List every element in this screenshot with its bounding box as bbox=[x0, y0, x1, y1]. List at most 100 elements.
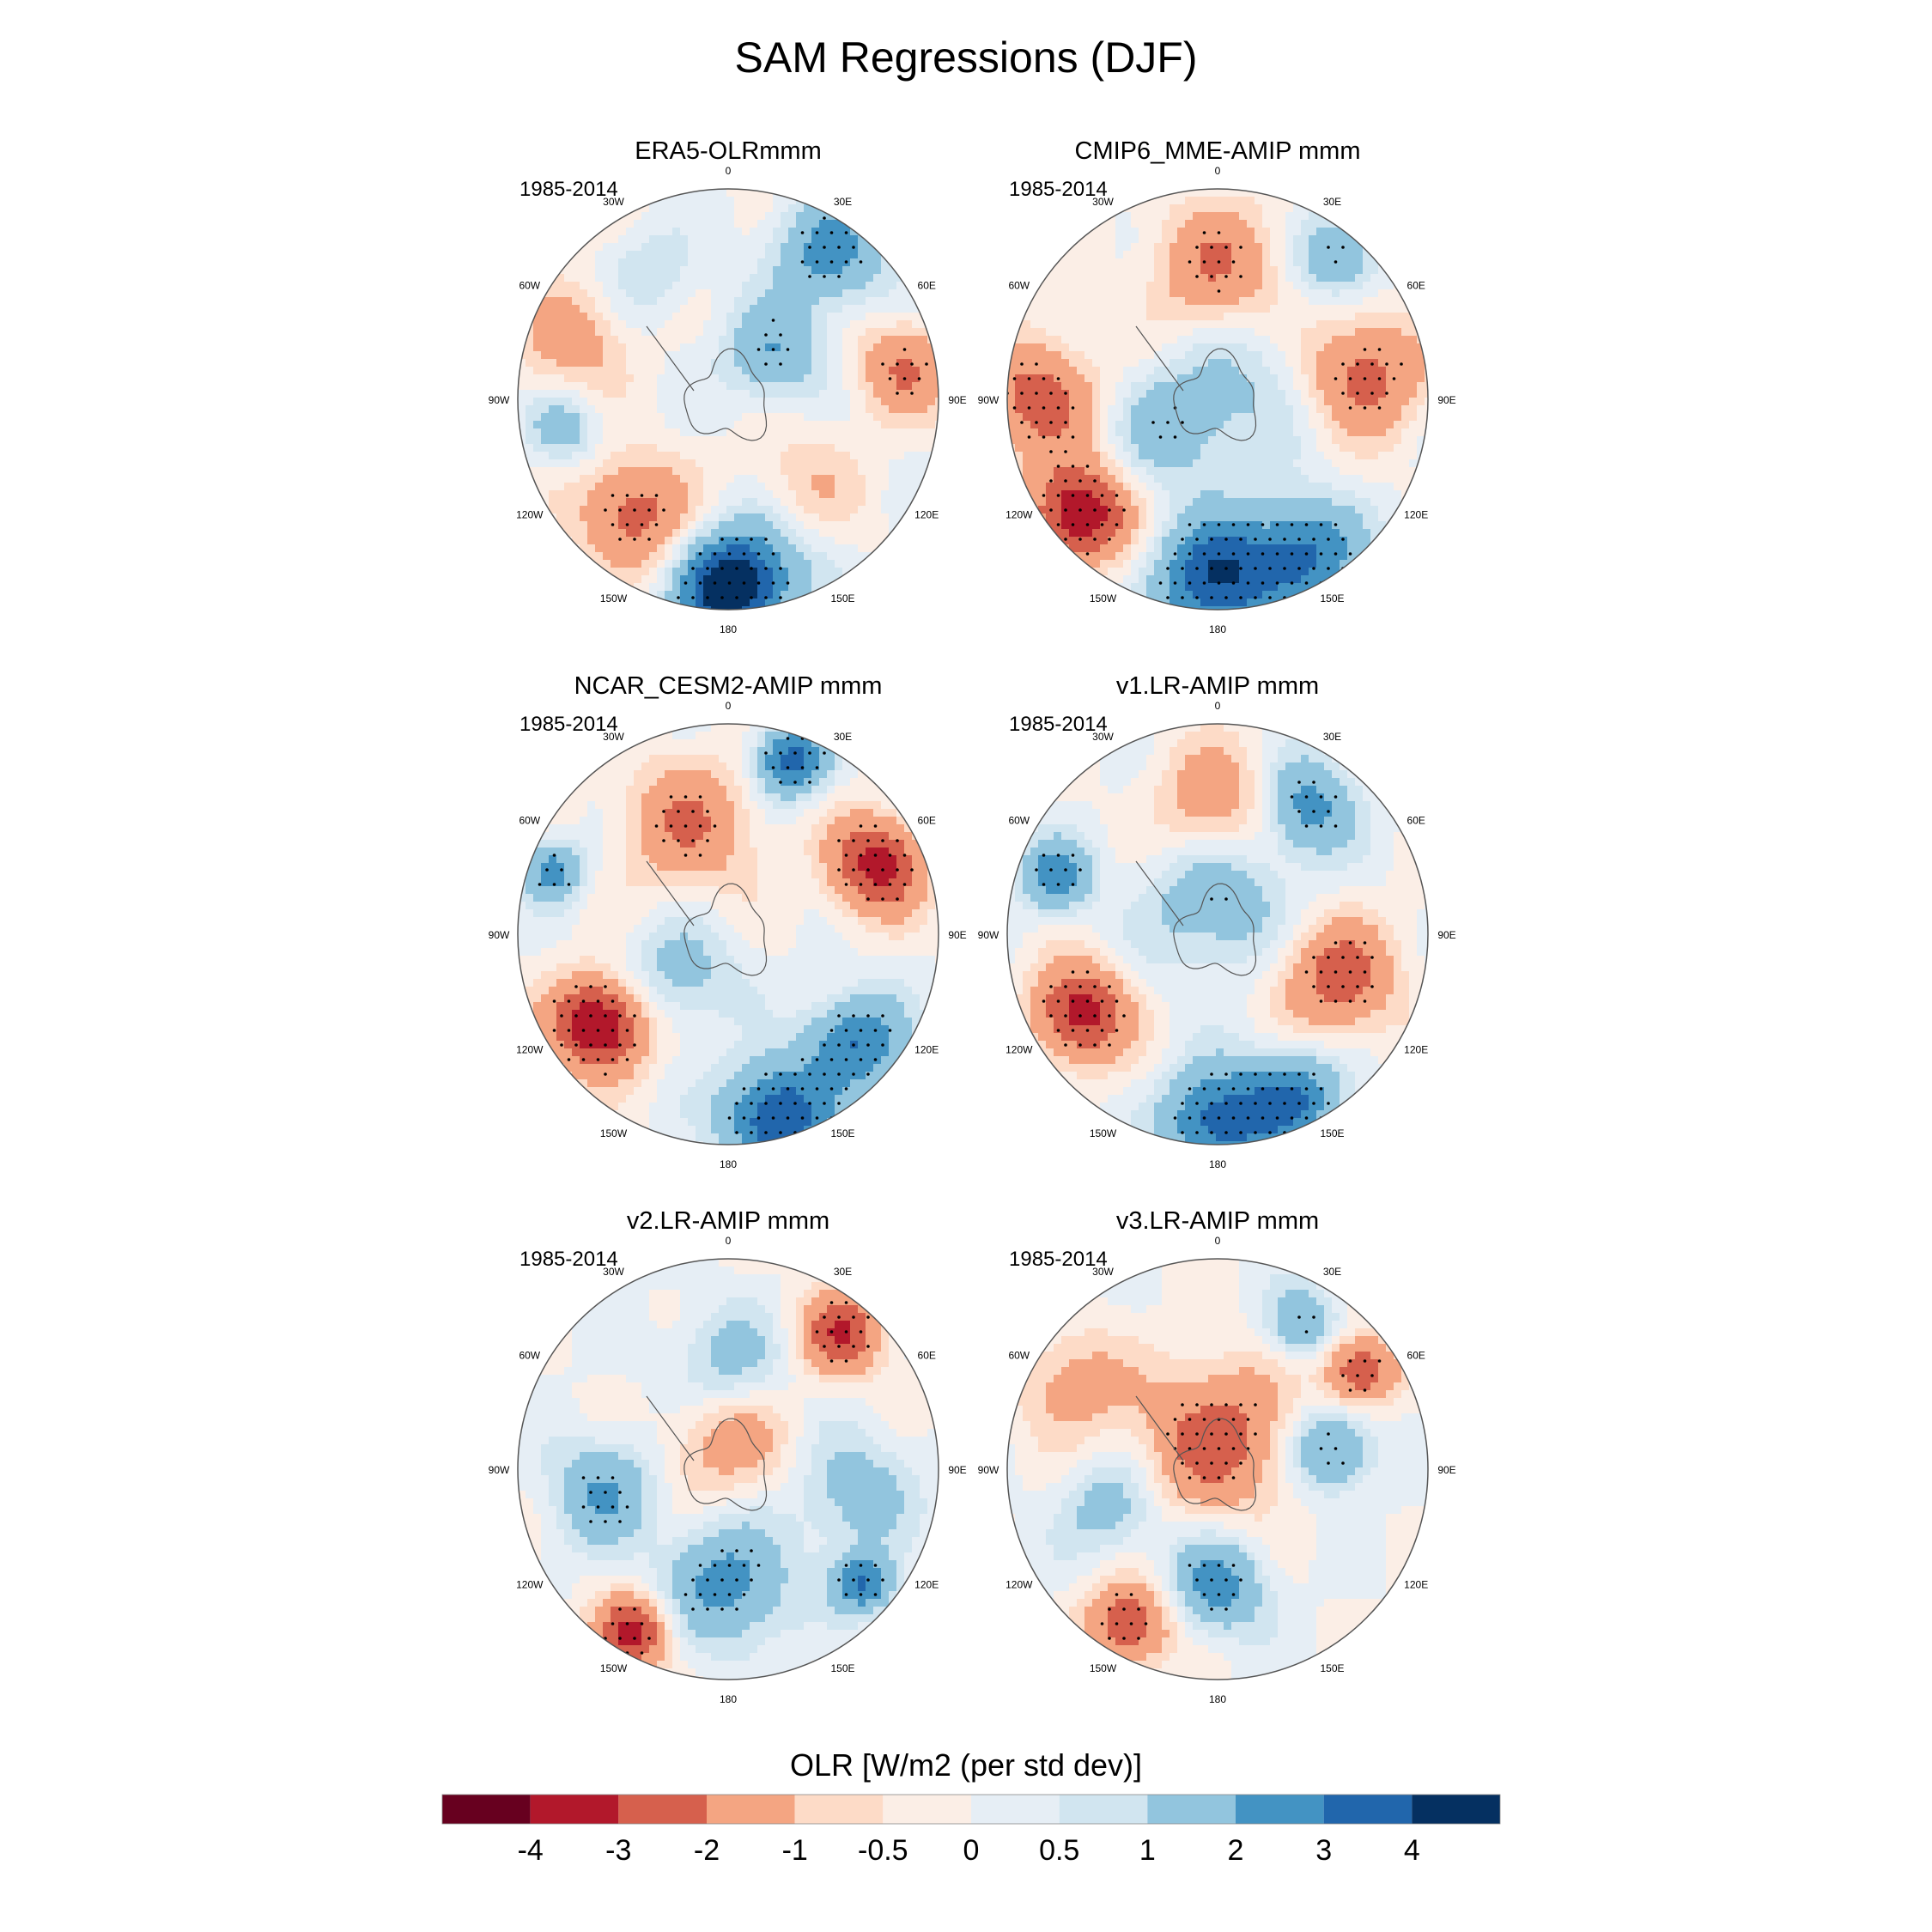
field-cell bbox=[533, 544, 542, 553]
field-cell bbox=[1061, 398, 1070, 406]
field-cell bbox=[1200, 343, 1209, 352]
field-cell bbox=[1224, 235, 1232, 244]
field-cell bbox=[804, 513, 812, 522]
field-cell bbox=[580, 351, 588, 360]
field-cell bbox=[750, 552, 758, 561]
field-cell bbox=[781, 351, 789, 360]
field-cell bbox=[580, 452, 588, 460]
field-cell bbox=[1015, 305, 1024, 313]
field-cell bbox=[1007, 251, 1016, 259]
field-cell bbox=[1108, 297, 1116, 306]
field-cell bbox=[858, 583, 866, 592]
field-cell bbox=[757, 235, 766, 244]
field-cell bbox=[1154, 444, 1163, 453]
field-cell bbox=[757, 336, 766, 344]
field-cell bbox=[626, 459, 635, 468]
field-cell bbox=[1069, 289, 1078, 298]
field-cell bbox=[927, 475, 936, 483]
field-cell bbox=[734, 498, 743, 507]
field-cell bbox=[796, 467, 805, 476]
field-cell bbox=[1409, 235, 1418, 244]
field-cell bbox=[533, 398, 542, 406]
field-cell bbox=[1123, 212, 1132, 221]
field-cell bbox=[726, 228, 735, 236]
field-cell bbox=[1193, 351, 1201, 360]
field-cell bbox=[657, 235, 665, 244]
field-cell bbox=[1177, 336, 1186, 344]
field-cell bbox=[1115, 228, 1124, 236]
field-cell bbox=[734, 336, 743, 344]
field-cell bbox=[641, 444, 650, 453]
field-cell bbox=[734, 258, 743, 267]
field-cell bbox=[935, 204, 939, 213]
field-cell bbox=[1262, 328, 1271, 337]
field-cell bbox=[1177, 428, 1186, 437]
field-cell bbox=[688, 351, 696, 360]
field-cell bbox=[649, 336, 658, 344]
field-cell bbox=[750, 367, 758, 375]
longitude-label: 150W bbox=[600, 592, 628, 605]
field-cell bbox=[595, 266, 604, 275]
field-cell bbox=[1208, 289, 1217, 298]
field-cell bbox=[896, 220, 905, 228]
field-cell bbox=[580, 282, 588, 290]
field-cell bbox=[1417, 405, 1425, 414]
field-cell bbox=[889, 606, 897, 610]
field-cell bbox=[920, 498, 928, 507]
field-cell bbox=[680, 374, 689, 383]
field-cell bbox=[1154, 351, 1163, 360]
field-cell bbox=[804, 351, 812, 360]
field-cell bbox=[873, 490, 882, 499]
field-cell bbox=[657, 343, 665, 352]
field-cell bbox=[1030, 313, 1039, 321]
field-cell bbox=[1285, 228, 1294, 236]
field-cell bbox=[641, 243, 650, 252]
field-cell bbox=[665, 452, 673, 460]
field-cell bbox=[549, 220, 557, 228]
field-cell bbox=[1139, 444, 1147, 453]
stipple-dot bbox=[618, 508, 622, 512]
field-cell bbox=[1386, 305, 1394, 313]
field-cell bbox=[719, 598, 727, 607]
field-cell bbox=[726, 575, 735, 584]
field-cell bbox=[680, 552, 689, 561]
field-cell bbox=[526, 436, 534, 445]
field-cell bbox=[1123, 343, 1132, 352]
field-cell bbox=[603, 405, 611, 414]
field-cell bbox=[734, 274, 743, 283]
field-cell bbox=[1425, 405, 1428, 414]
field-cell bbox=[750, 313, 758, 321]
field-cell bbox=[773, 513, 781, 522]
field-cell bbox=[711, 398, 720, 406]
field-cell bbox=[811, 506, 820, 514]
field-cell bbox=[595, 428, 604, 437]
field-cell bbox=[1038, 282, 1047, 290]
field-cell bbox=[680, 413, 689, 422]
field-cell bbox=[533, 351, 542, 360]
field-cell bbox=[1355, 367, 1364, 375]
field-cell bbox=[1054, 228, 1062, 236]
field-cell bbox=[1301, 320, 1309, 329]
field-cell bbox=[1425, 436, 1428, 445]
field-cell bbox=[580, 235, 588, 244]
field-cell bbox=[881, 452, 890, 460]
field-cell bbox=[1386, 367, 1394, 375]
field-cell bbox=[1316, 282, 1325, 290]
field-cell bbox=[1115, 351, 1124, 360]
field-cell bbox=[781, 251, 789, 259]
field-cell bbox=[1146, 313, 1155, 321]
field-cell bbox=[889, 328, 897, 337]
field-cell bbox=[835, 313, 843, 321]
field-cell bbox=[1285, 243, 1294, 252]
field-cell bbox=[1262, 289, 1271, 298]
field-cell bbox=[518, 405, 526, 414]
field-cell bbox=[1170, 235, 1178, 244]
field-cell bbox=[742, 212, 750, 221]
field-cell bbox=[634, 258, 642, 267]
field-cell bbox=[734, 452, 743, 460]
field-cell bbox=[672, 212, 681, 221]
field-cell bbox=[1023, 413, 1031, 422]
field-cell bbox=[587, 390, 596, 398]
field-cell bbox=[757, 343, 766, 352]
field-cell bbox=[920, 560, 928, 568]
